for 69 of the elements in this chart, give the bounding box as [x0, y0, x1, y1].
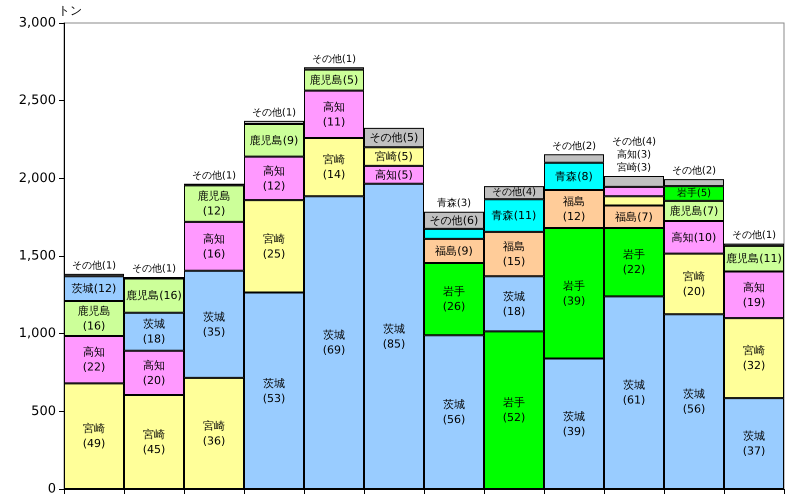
data-label: 青森(8): [555, 170, 593, 183]
data-label: その他(6): [430, 214, 478, 227]
data-label: 宮崎(49): [82, 422, 106, 450]
data-label: 宮崎(20): [682, 270, 706, 298]
data-label: その他(1): [192, 169, 236, 182]
data-label: 高知(10): [672, 230, 716, 244]
data-label: 高知(19): [742, 280, 766, 309]
data-label: 茨城(61): [622, 378, 646, 407]
data-label: その他(1): [72, 259, 116, 272]
data-label: 茨城(85): [382, 322, 406, 350]
y-tick-label: 2,500: [18, 93, 56, 108]
data-label: 茨城(12): [72, 282, 116, 296]
data-label: 鹿児島(11): [726, 252, 782, 266]
data-label: その他(4): [492, 186, 536, 198]
data-label: 鹿児島(16): [126, 289, 182, 302]
data-label: 宮崎(3): [616, 161, 652, 174]
data-label: 高知(3): [616, 148, 652, 160]
data-label: 鹿児島(9): [250, 134, 298, 147]
data-label: その他(4): [612, 136, 656, 148]
data-label: 宮崎(36): [202, 419, 226, 448]
y-tick-label: 1,500: [18, 248, 56, 264]
data-label: その他(2): [672, 164, 716, 177]
data-label: 茨城(56): [682, 388, 706, 416]
data-label: 福島(15): [502, 240, 526, 268]
data-label: 高知(20): [142, 358, 166, 387]
data-label: 岩手(5): [676, 186, 712, 199]
data-label: 福島(9): [435, 244, 473, 258]
data-label: 宮崎(14): [322, 153, 346, 182]
data-label: 高知(12): [262, 164, 286, 192]
y-tick-label: 0: [48, 482, 56, 496]
data-label: 宮崎(5): [375, 150, 413, 164]
data-label: 福島(7): [615, 210, 653, 224]
data-label: 福島(12): [562, 195, 586, 224]
data-label: 青森(11): [492, 209, 536, 222]
data-label: その他(1): [312, 52, 356, 65]
data-label: 茨城(39): [562, 410, 586, 438]
data-label: 高知(5): [375, 168, 413, 182]
data-label: その他(1): [132, 262, 176, 274]
data-label: 岩手(26): [442, 285, 466, 314]
y-axis-title: トン: [58, 4, 82, 18]
data-label: 鹿児島(16): [78, 304, 110, 333]
data-label: 岩手(22): [622, 248, 646, 276]
data-label: 鹿児島(12): [198, 190, 230, 218]
y-tick-label: 3,000: [18, 16, 56, 30]
data-label: 茨城(56): [442, 398, 466, 426]
y-tick-label: 2,000: [18, 170, 56, 186]
data-label: 茨城(35): [202, 310, 226, 338]
data-label: その他(1): [732, 229, 776, 242]
data-label: その他(2): [552, 140, 596, 152]
data-label: 岩手(52): [502, 396, 526, 424]
y-tick-label: 1,000: [18, 326, 56, 342]
data-label: 高知(22): [82, 346, 106, 374]
y-tick-label: 500: [31, 404, 56, 419]
data-label: その他(1): [252, 106, 296, 118]
data-label: 宮崎(32): [742, 344, 766, 372]
data-label: 茨城(18): [142, 318, 166, 346]
data-label: 茨城(37): [742, 430, 766, 458]
data-label: 宮崎(25): [262, 232, 286, 260]
data-label: 青森(3): [436, 197, 472, 210]
data-label: 鹿児島(7): [670, 204, 718, 218]
data-label: 岩手(39): [562, 279, 586, 308]
data-label: 高知(11): [322, 100, 346, 128]
data-label: 茨城(69): [322, 328, 346, 357]
data-label: 鹿児島(5): [310, 74, 358, 87]
data-label: 茨城(18): [502, 290, 526, 318]
data-label: 宮崎(45): [142, 428, 166, 456]
data-label: 茨城(53): [262, 376, 286, 405]
data-label: 高知(16): [202, 232, 226, 260]
data-label: その他(5): [370, 131, 418, 144]
